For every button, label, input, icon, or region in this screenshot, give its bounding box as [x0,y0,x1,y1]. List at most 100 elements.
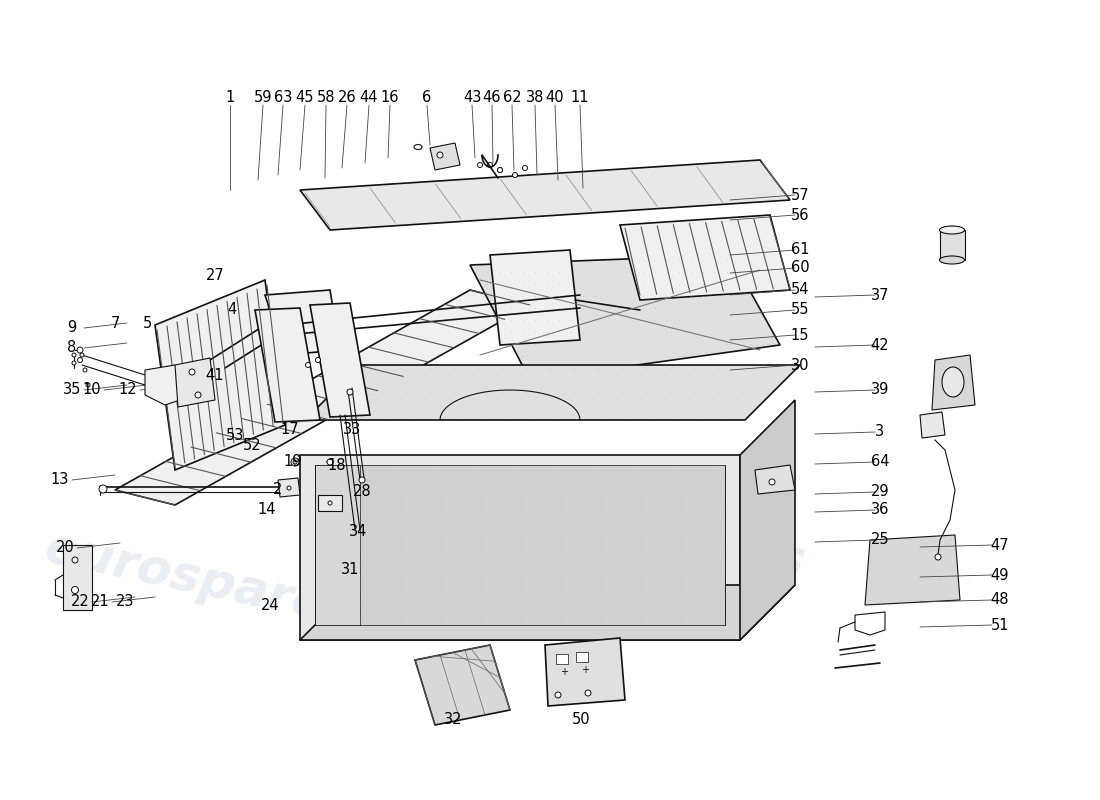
Point [722,376,739,389]
Point [392,594,409,606]
Point [331,574,349,586]
Point [492,514,509,526]
Point [861,534,879,546]
Point [635,266,652,278]
Point [881,554,899,566]
Point [526,266,543,278]
Point [712,554,729,566]
Point [451,563,469,576]
Polygon shape [145,365,195,405]
Point [681,563,698,576]
Point [682,314,700,326]
Point [411,574,429,586]
Text: 51: 51 [991,618,1010,633]
Point [541,603,559,616]
Point [409,376,427,389]
Point [471,494,488,506]
Polygon shape [300,455,740,640]
Point [433,411,451,424]
Point [331,504,349,517]
Text: eurospares: eurospares [41,524,360,636]
Point [371,474,388,486]
Text: 43: 43 [463,90,481,105]
Point [502,523,519,536]
Polygon shape [278,478,300,497]
Point [565,376,583,389]
Point [502,504,519,517]
Point [431,523,449,536]
Point [586,302,604,314]
Point [392,494,409,506]
Point [649,376,667,389]
Point [421,523,439,536]
Point [706,278,724,290]
Point [712,523,729,536]
Text: 4: 4 [228,302,236,318]
Point [671,514,689,526]
Point [881,534,899,546]
Point [921,554,938,566]
Point [311,544,329,557]
Point [781,363,799,377]
Point [613,400,630,413]
Point [371,544,388,557]
Point [331,523,349,536]
Point [551,603,569,616]
Point [311,463,329,476]
Point [492,603,509,616]
Point [590,387,607,400]
Point [371,523,388,536]
Point [631,494,649,506]
Circle shape [513,173,517,178]
Text: 31: 31 [341,562,360,578]
Point [392,603,409,616]
Point [671,603,689,616]
Point [742,338,760,350]
Point [671,534,689,546]
Point [421,463,439,476]
Point [402,474,419,486]
Point [712,574,729,586]
Point [361,363,378,377]
Point [471,463,488,476]
Point [481,563,498,576]
Point [361,483,378,496]
Point [706,338,724,350]
Point [921,563,938,576]
Point [541,483,559,496]
Point [598,338,616,350]
Point [517,387,535,400]
Point [942,594,959,606]
Point [471,574,488,586]
Point [911,584,928,597]
Circle shape [316,358,320,362]
Point [351,504,369,517]
Point [402,534,419,546]
Point [673,376,691,389]
Point [586,290,604,302]
Point [326,411,343,424]
Point [661,387,679,400]
Point [911,574,928,586]
Point [373,363,390,377]
Point [361,400,378,413]
Point [492,614,509,626]
Point [871,584,889,597]
Point [451,574,469,586]
Point [349,387,366,400]
Point [718,254,736,266]
Point [481,614,498,626]
Point [431,514,449,526]
Point [321,474,339,486]
Point [331,554,349,566]
Text: 9: 9 [67,321,77,335]
Point [371,494,388,506]
Point [451,534,469,546]
Point [641,474,659,486]
Point [517,411,535,424]
Point [409,387,427,400]
Text: 20: 20 [56,541,75,555]
Point [671,523,689,536]
Point [341,563,359,576]
Point [646,326,663,338]
